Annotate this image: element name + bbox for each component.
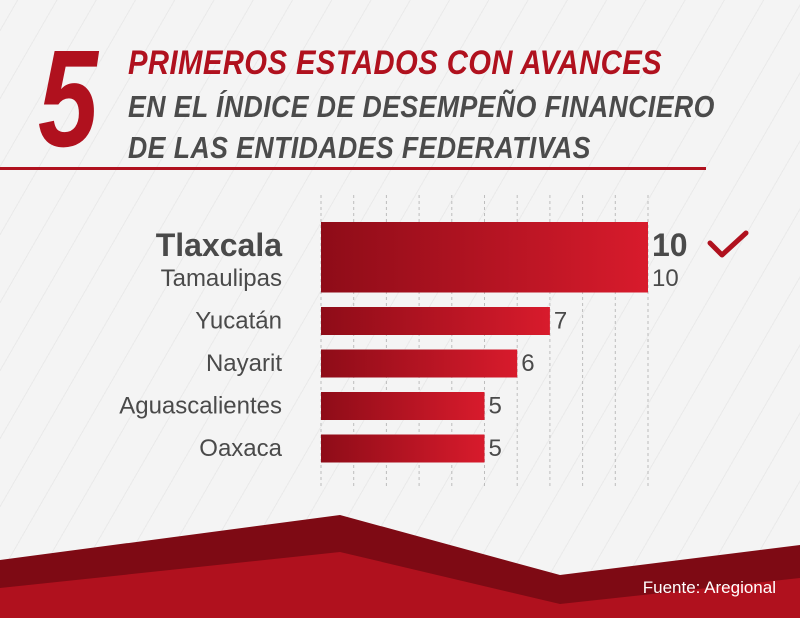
title-line-2: EN EL ÍNDICE DE DESEMPEÑO FINANCIERO: [128, 89, 715, 124]
category-label: Nayarit: [206, 350, 282, 377]
category-label: Yucatán: [195, 308, 282, 335]
title-line-1: PRIMEROS ESTADOS CON AVANCES: [128, 44, 663, 82]
value-label: 7: [554, 308, 567, 335]
bar: [321, 264, 648, 293]
category-label: Tamaulipas: [161, 265, 282, 292]
category-label: Oaxaca: [199, 435, 282, 462]
bar: [321, 349, 518, 378]
title-underline: [0, 167, 706, 170]
check-icon: [707, 230, 749, 258]
bottom-ribbon-light: [0, 552, 800, 618]
bar: [321, 392, 485, 420]
title-line-3: DE LAS ENTIDADES FEDERATIVAS: [128, 130, 591, 165]
chart-labels: Tlaxcala 10 Tamaulipas 10 Yucatán 7 Nayarit 6 Ag…: [119, 227, 749, 462]
bar: [321, 434, 485, 463]
value-label: 10: [652, 265, 679, 292]
chart-bars: [321, 222, 648, 463]
category-label: Aguascalientes: [119, 393, 282, 420]
bar: [321, 307, 550, 335]
big-number-five: 5: [38, 22, 98, 176]
category-label: Tlaxcala: [156, 227, 283, 263]
value-label: 10: [652, 227, 688, 263]
bar: [321, 222, 648, 268]
source-note: Fuente: Aregional: [642, 578, 776, 597]
value-label: 6: [521, 350, 534, 377]
value-label: 5: [489, 435, 502, 462]
value-label: 5: [489, 393, 502, 420]
